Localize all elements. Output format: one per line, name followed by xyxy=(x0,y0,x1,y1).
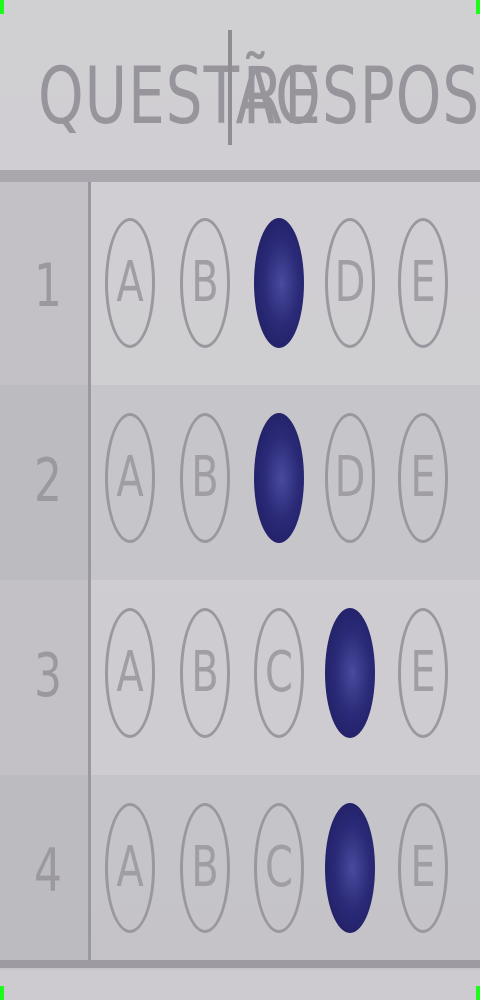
option-label: B xyxy=(191,835,219,901)
option-bubble[interactable]: E xyxy=(398,413,448,543)
option-bubble[interactable]: D xyxy=(325,218,375,348)
option-bubble[interactable]: B xyxy=(180,608,230,738)
bottom-rule xyxy=(0,960,480,968)
answer-column-title: RESPOSTA xyxy=(243,50,480,142)
option-label: B xyxy=(191,640,219,706)
answer-row: 1 A B C D E xyxy=(0,190,480,385)
option-label: D xyxy=(334,250,366,316)
option-bubble-marked[interactable]: C xyxy=(254,218,304,348)
frame-corner-marker xyxy=(0,0,4,14)
question-number-column xyxy=(0,182,90,960)
option-bubble[interactable]: B xyxy=(180,803,230,933)
answer-row: 4 A B C D E xyxy=(0,775,480,970)
answer-row: 3 A B C D E xyxy=(0,580,480,775)
option-label: E xyxy=(410,640,436,706)
question-number: 1 xyxy=(34,252,62,321)
option-label: E xyxy=(410,250,436,316)
option-bubble[interactable]: C xyxy=(254,803,304,933)
option-label: C xyxy=(265,835,293,901)
option-label: D xyxy=(334,445,366,511)
option-bubble[interactable]: E xyxy=(398,608,448,738)
option-label: A xyxy=(116,835,144,901)
option-bubble[interactable]: A xyxy=(105,218,155,348)
option-bubble[interactable]: E xyxy=(398,218,448,348)
option-label: B xyxy=(191,445,219,511)
header-divider xyxy=(228,30,232,145)
option-bubble[interactable]: B xyxy=(180,218,230,348)
frame-corner-marker xyxy=(476,0,480,14)
option-label: A xyxy=(116,445,144,511)
option-bubble[interactable]: E xyxy=(398,803,448,933)
option-bubble[interactable]: C xyxy=(254,608,304,738)
frame-corner-marker xyxy=(0,986,4,1000)
option-bubble[interactable]: A xyxy=(105,803,155,933)
answer-row: 2 A B C D E xyxy=(0,385,480,580)
option-label: A xyxy=(116,640,144,706)
option-label: A xyxy=(116,250,144,316)
question-number: 4 xyxy=(34,837,62,906)
option-label: E xyxy=(410,445,436,511)
option-bubble[interactable]: A xyxy=(105,413,155,543)
option-label: C xyxy=(265,640,293,706)
question-column-title: QUESTÃO xyxy=(38,50,322,142)
option-label: B xyxy=(191,250,219,316)
answer-sheet-header: QUESTÃO RESPOSTA xyxy=(0,0,480,170)
question-number: 3 xyxy=(34,642,62,711)
frame-corner-marker xyxy=(476,986,480,1000)
column-divider xyxy=(88,182,91,960)
option-bubble[interactable]: D xyxy=(325,413,375,543)
option-bubble[interactable]: B xyxy=(180,413,230,543)
top-rule xyxy=(0,170,480,182)
question-number: 2 xyxy=(34,447,62,516)
option-label: E xyxy=(410,835,436,901)
option-bubble-marked[interactable]: C xyxy=(254,413,304,543)
option-bubble-marked[interactable]: D xyxy=(325,803,375,933)
option-bubble-marked[interactable]: D xyxy=(325,608,375,738)
option-bubble[interactable]: A xyxy=(105,608,155,738)
